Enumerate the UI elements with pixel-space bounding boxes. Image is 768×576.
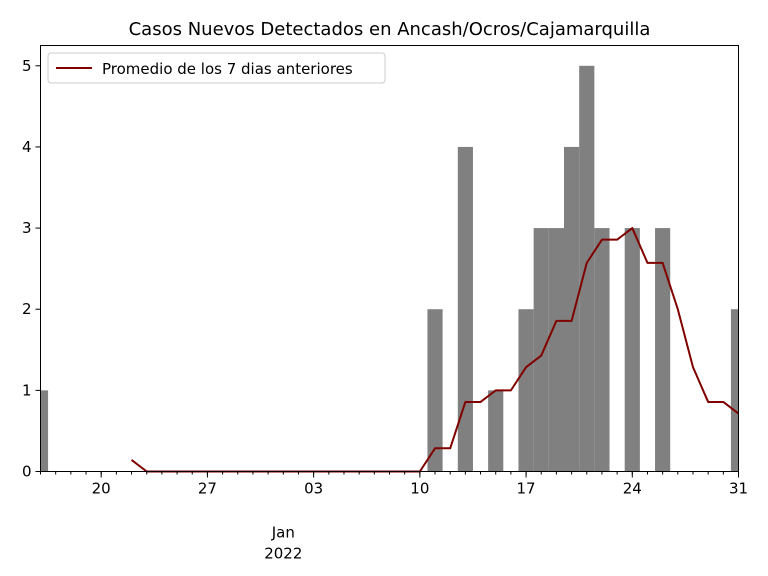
bar — [624, 228, 640, 472]
bars-layer — [40, 65, 739, 472]
x-year-label: 2022 — [264, 545, 302, 563]
y-tick-label: 4 — [22, 138, 32, 156]
legend-entry-label: Promedio de los 7 dias anteriores — [102, 60, 353, 78]
chart-title: Casos Nuevos Detectados en Ancash/Ocros/… — [129, 19, 651, 40]
y-tick-label: 1 — [22, 381, 32, 399]
x-tick-label: 31 — [729, 480, 748, 498]
bar — [655, 228, 671, 472]
bar — [427, 309, 443, 472]
x-tick-label: 20 — [92, 480, 111, 498]
legend-box — [47, 52, 386, 84]
x-month-label: Jan — [271, 524, 295, 542]
bar — [40, 390, 49, 472]
bar — [457, 146, 473, 472]
bar — [579, 65, 595, 472]
x-tick-label: 24 — [623, 480, 642, 498]
y-tick-label: 3 — [22, 219, 32, 237]
bar — [488, 390, 504, 472]
bar — [533, 228, 549, 472]
y-axis: 0 1 2 3 4 5 — [22, 57, 41, 481]
plot-frame — [40, 45, 739, 472]
y-tick-label: 0 — [22, 463, 32, 481]
x-tick-label: 03 — [304, 480, 323, 498]
x-axis: 20 27 03 10 17 24 31 Jan 2022 — [40, 471, 748, 563]
bar — [548, 228, 564, 472]
bar — [730, 309, 739, 472]
y-tick-label: 2 — [22, 300, 32, 318]
bar — [518, 309, 534, 472]
bar — [564, 146, 580, 472]
x-tick-label: 17 — [517, 480, 536, 498]
x-tick-label: 10 — [410, 480, 429, 498]
bar — [594, 228, 610, 472]
legend: Promedio de los 7 dias anteriores — [47, 52, 386, 84]
x-tick-label: 27 — [198, 480, 217, 498]
y-tick-label: 5 — [22, 57, 32, 75]
